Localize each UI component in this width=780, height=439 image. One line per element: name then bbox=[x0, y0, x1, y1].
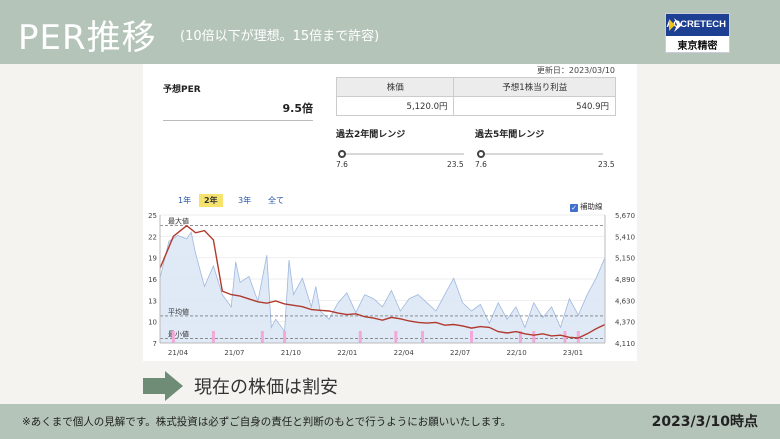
tab-all[interactable]: 全て bbox=[268, 196, 284, 205]
range-5y-max: 23.5 bbox=[598, 160, 615, 169]
per-widget-card: 更新日：2023/03/10 予想PER 9.5倍 株価 予想1株当り利益 5,… bbox=[143, 64, 637, 361]
x-tick-label: 21/07 bbox=[224, 349, 244, 357]
y-left-tick-label: 19 bbox=[148, 255, 157, 263]
x-tick-label: 21/04 bbox=[168, 349, 189, 357]
right-arrow-icon bbox=[143, 371, 183, 401]
per-line bbox=[159, 224, 606, 339]
earnings-marker bbox=[421, 331, 425, 343]
y-right-tick-label: 4,630 bbox=[615, 297, 635, 305]
range-2y-label: 過去2年間レンジ bbox=[336, 130, 406, 140]
range-5y-min: 7.6 bbox=[475, 160, 487, 169]
header-band: PER推移 (10倍以下が理想。15倍まで許容) ACCRETECH 東京精密 bbox=[0, 0, 780, 64]
earnings-marker bbox=[518, 331, 522, 343]
reference-line-label: 平均値 bbox=[168, 307, 189, 316]
company-logo: ACCRETECH 東京精密 bbox=[665, 13, 730, 53]
updated-date: 更新日：2023/03/10 bbox=[536, 66, 615, 75]
range-2y-max: 23.5 bbox=[447, 160, 464, 169]
earnings-marker bbox=[394, 331, 398, 343]
earnings-marker bbox=[563, 331, 567, 343]
disclaimer-note: ※あくまで個人の見解です。株式投資は必ずご自身の責任と判断のもとで行うようにお願… bbox=[22, 416, 512, 428]
y-left-tick-label: 25 bbox=[148, 212, 157, 220]
conclusion-text: 現在の株価は割安 bbox=[194, 377, 338, 398]
y-left-tick-label: 7 bbox=[153, 340, 157, 348]
forecast-per-value: 9.5倍 bbox=[163, 100, 313, 121]
earnings-marker bbox=[171, 331, 175, 343]
y-right-tick-label: 4,370 bbox=[615, 319, 635, 327]
earnings-marker bbox=[260, 331, 264, 343]
checkbox-checked-icon[interactable]: ✓ bbox=[570, 204, 578, 212]
y-left-tick-label: 22 bbox=[148, 233, 157, 241]
as-of-date: 2023/3/10時点 bbox=[651, 414, 758, 430]
aux-line-toggle[interactable]: ✓ 補助線 bbox=[570, 201, 603, 212]
range-5y-slider[interactable] bbox=[477, 150, 603, 158]
y-left-tick-label: 16 bbox=[148, 276, 157, 284]
price-area bbox=[160, 232, 605, 343]
eps-value: 540.9円 bbox=[453, 96, 616, 116]
range-5y-knob[interactable] bbox=[477, 150, 485, 158]
earnings-marker bbox=[532, 331, 536, 343]
range-2y-min: 7.6 bbox=[336, 160, 348, 169]
per-chart: 25 22 19 16 13 10 7 5,670 5,410 5,150 4,890 4,630 4,… bbox=[148, 212, 635, 357]
stock-price-value: 5,120.0円 bbox=[335, 96, 455, 116]
aux-line-label: 補助線 bbox=[580, 202, 603, 211]
tab-3y[interactable]: 3年 bbox=[238, 196, 252, 205]
x-tick-label: 22/07 bbox=[450, 349, 470, 357]
logo-brand: ACCRETECH bbox=[666, 14, 729, 36]
earnings-marker bbox=[576, 331, 580, 343]
earnings-marker bbox=[283, 331, 287, 343]
page-title: PER推移 bbox=[18, 18, 157, 58]
y-left-tick-label: 10 bbox=[148, 319, 157, 327]
range-2y-slider[interactable] bbox=[338, 150, 464, 158]
x-tick-label: 21/10 bbox=[281, 349, 301, 357]
stock-price-header: 株価 bbox=[335, 77, 455, 97]
earnings-marker bbox=[211, 331, 215, 343]
y-right-tick-label: 4,890 bbox=[615, 276, 635, 284]
x-tick-label: 23/01 bbox=[563, 349, 583, 357]
earnings-marker bbox=[358, 331, 362, 343]
logo-mark-icon bbox=[669, 18, 682, 32]
page-subtitle: (10倍以下が理想。15倍まで許容) bbox=[180, 29, 380, 44]
reference-line-label: 最小値 bbox=[168, 330, 189, 339]
tab-1y[interactable]: 1年 bbox=[178, 196, 192, 205]
y-right-tick-label: 5,410 bbox=[615, 233, 635, 241]
logo-company-name: 東京精密 bbox=[677, 41, 718, 52]
y-right-tick-label: 5,150 bbox=[615, 255, 635, 263]
price-line bbox=[159, 231, 606, 333]
eps-header: 予想1株当り利益 bbox=[453, 77, 616, 97]
earnings-marker bbox=[470, 331, 473, 343]
y-right-tick-label: 4,110 bbox=[615, 340, 635, 348]
tab-2y[interactable]: 2年 bbox=[199, 194, 223, 207]
range-5y-label: 過去5年間レンジ bbox=[475, 130, 545, 140]
footer-band: ※あくまで個人の見解です。株式投資は必ずご自身の責任と判断のもとで行うようにお願… bbox=[0, 404, 780, 439]
x-tick-label: 22/10 bbox=[506, 349, 526, 357]
forecast-per-label: 予想PER bbox=[163, 85, 201, 95]
reference-line-label: 最大値 bbox=[168, 217, 189, 226]
x-tick-label: 22/01 bbox=[337, 349, 357, 357]
y-right-tick-label: 5,670 bbox=[615, 212, 635, 220]
range-2y-knob[interactable] bbox=[338, 150, 346, 158]
y-left-tick-label: 13 bbox=[148, 297, 157, 305]
logo-brand-text: ACCRETECH bbox=[666, 19, 726, 30]
x-tick-label: 22/04 bbox=[394, 349, 415, 357]
price-eps-table: 株価 予想1株当り利益 5,120.0円 540.9円 bbox=[335, 77, 616, 116]
